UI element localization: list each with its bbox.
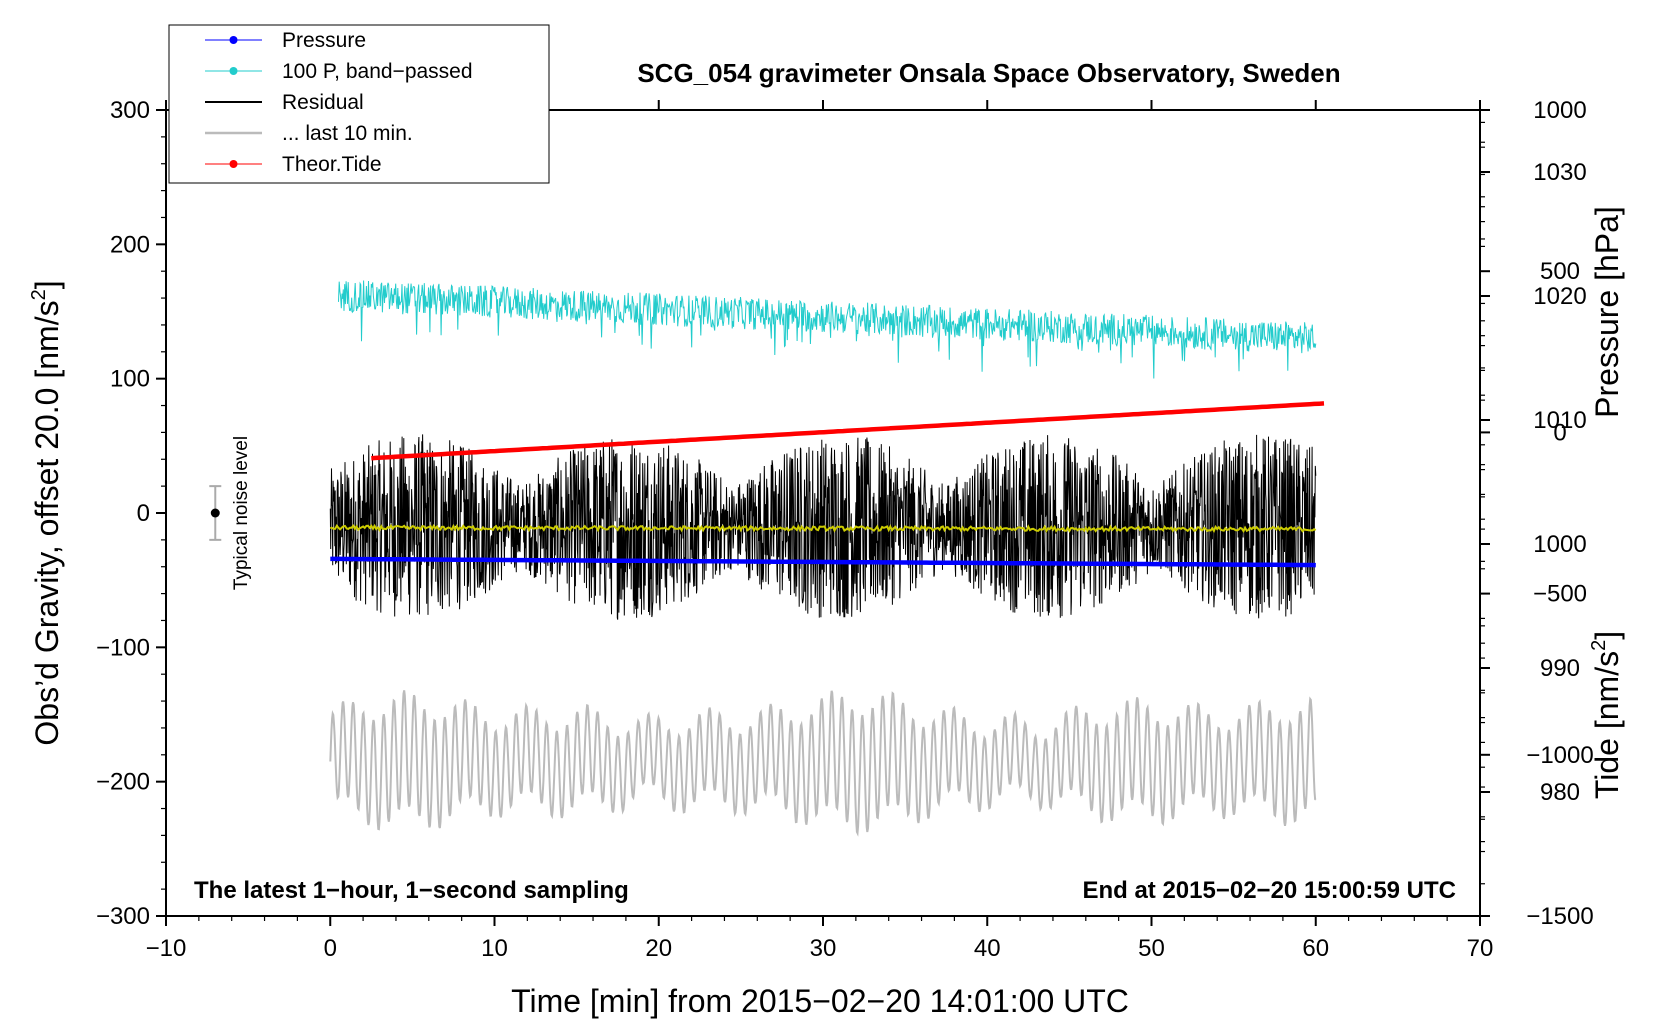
left-axis-title-sup: 2	[28, 289, 50, 300]
series-last-10-min	[329, 690, 1317, 837]
x-tick-label: 10	[481, 935, 508, 962]
x-tick-label: 70	[1467, 935, 1494, 962]
x-tick-label: 20	[645, 935, 672, 962]
pressure-tick-label: 1020	[1533, 283, 1586, 310]
legend-label: 100 P, band−passed	[282, 60, 473, 83]
left-axis-title-end: ]	[29, 280, 65, 289]
tide-axis-title-sup: 2	[1588, 640, 1610, 651]
tide-tick-label: −1000	[1526, 742, 1593, 769]
noise-level-label: Typical noise level	[231, 436, 252, 590]
tide-tick-label: 1000	[1533, 97, 1586, 124]
series-pressure	[330, 556, 1316, 568]
pressure-tick-label: 1000	[1533, 531, 1586, 558]
pressure-axis-title: Pressure [hPa]	[1589, 206, 1625, 418]
series-residual	[329, 434, 1317, 620]
note-sampling: The latest 1−hour, 1−second sampling	[194, 877, 629, 904]
noise-level-marker	[209, 485, 222, 541]
tide-axis-ticks: 1000 500 0 −500 −1000 −1500	[1480, 97, 1594, 930]
x-tick-label: 50	[1138, 935, 1165, 962]
pressure-tick-label: 1010	[1533, 407, 1586, 434]
left-axis-ticks: 300 200 100 0 −100 −200 −300	[96, 97, 166, 930]
legend-label: ... last 10 min.	[282, 122, 413, 145]
tide-tick-label: 0	[1553, 419, 1566, 446]
pressure-tick-label: 980	[1540, 779, 1580, 806]
tide-tick-label: −1500	[1526, 903, 1593, 930]
x-tick-label: 30	[810, 935, 837, 962]
left-tick-label: −200	[96, 769, 150, 796]
series-layer	[329, 280, 1325, 837]
x-tick-label: −10	[146, 935, 187, 962]
x-axis-ticks: −10 0 10 20 30 40 50 60 70	[146, 100, 1494, 962]
pressure-tick-label: 990	[1540, 655, 1580, 682]
tide-tick-label: 500	[1540, 258, 1580, 285]
tide-axis-title-end: ]	[1589, 631, 1625, 640]
noise-dot	[210, 508, 220, 518]
left-tick-label: 0	[137, 500, 150, 527]
legend: Pressure 100 P, band−passed Residual ... la…	[205, 29, 473, 176]
series-residual-mean	[330, 523, 1317, 534]
chart-title: SCG_054 gravimeter Onsala Space Observat…	[637, 58, 1340, 88]
left-tick-label: 200	[110, 231, 150, 258]
series-band-passed-pressure	[338, 280, 1317, 379]
pressure-axis-ticks: 1030 1020 1010 1000 990 980	[1480, 121, 1587, 843]
x-tick-label: 40	[974, 935, 1001, 962]
pressure-tick-label: 1030	[1533, 159, 1586, 186]
tide-tick-label: −500	[1533, 581, 1587, 608]
left-axis-title-main: Obs’d Gravity, offset 20.0 [nm/s	[29, 300, 65, 745]
x-axis-title: Time [min] from 2015−02−20 14:01:00 UTC	[511, 983, 1129, 1019]
legend-marker	[229, 67, 238, 75]
x-tick-label: 0	[324, 935, 337, 962]
legend-marker	[229, 160, 238, 168]
series-theoretical-tide	[371, 401, 1325, 461]
legend-label: Theor.Tide	[282, 153, 382, 176]
left-tick-label: −100	[96, 634, 150, 661]
tide-axis-title-main: Tide [nm/s	[1589, 651, 1625, 799]
x-tick-label: 60	[1302, 935, 1329, 962]
tide-axis-title: Tide [nm/s2]	[1588, 631, 1625, 799]
left-tick-label: 100	[110, 366, 150, 393]
legend-label: Residual	[282, 91, 364, 114]
legend-marker	[229, 36, 238, 44]
legend-label: Pressure	[282, 29, 366, 52]
left-axis-title: Obs’d Gravity, offset 20.0 [nm/s2]	[28, 280, 65, 745]
left-tick-label: 300	[110, 97, 150, 124]
note-end-time: End at 2015−02−20 15:00:59 UTC	[1082, 877, 1456, 904]
legend-box	[168, 24, 550, 184]
left-tick-label: −300	[96, 903, 150, 930]
